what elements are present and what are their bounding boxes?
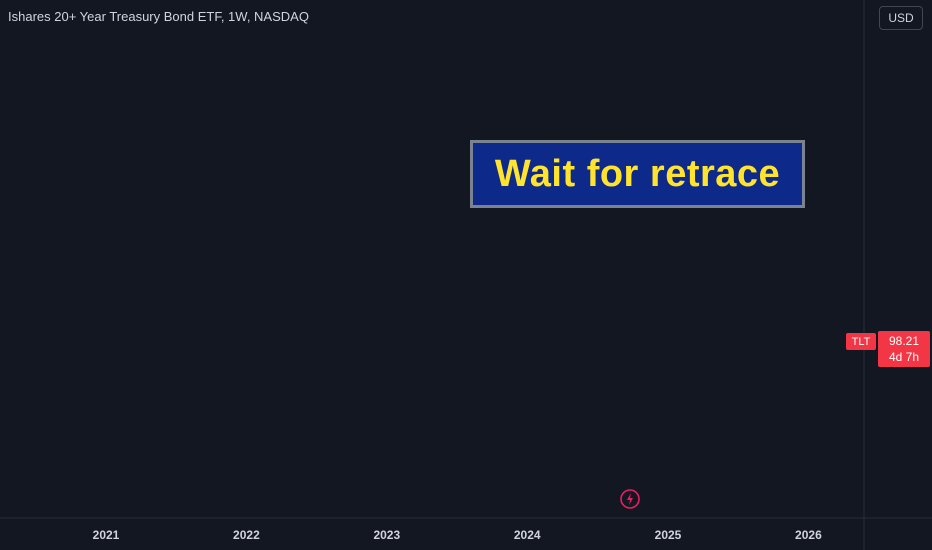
symbol-tag: TLT [846,333,876,350]
chart-title: Ishares 20+ Year Treasury Bond ETF, 1W, … [8,9,309,24]
annotation-text: Wait for retrace [494,152,781,195]
x-tick-label: 2021 [93,528,120,542]
x-tick-label: 2025 [655,528,682,542]
annotation-box[interactable]: Wait for retrace [470,140,805,208]
last-price-value: 98.21 [888,334,920,348]
last-price-label: 98.21 4d 7h [878,331,930,367]
currency-button[interactable]: USD [879,6,923,30]
x-tick-label: 2026 [795,528,822,542]
x-tick-label: 2022 [233,528,260,542]
bar-countdown: 4d 7h [888,350,920,364]
x-tick-label: 2024 [514,528,541,542]
x-tick-label: 2023 [373,528,400,542]
lightning-bolt-icon [620,489,640,509]
